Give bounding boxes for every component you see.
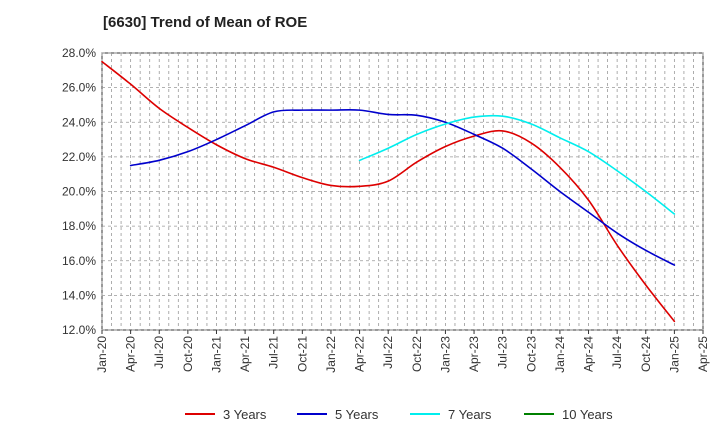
x-tick-label: Apr-24 bbox=[582, 336, 596, 372]
x-tick-label: Jul-23 bbox=[496, 336, 510, 369]
y-tick-label: 26.0% bbox=[62, 81, 96, 95]
x-tick-label: Jan-24 bbox=[553, 336, 567, 373]
x-tick-label: Oct-21 bbox=[295, 336, 309, 372]
chart-title: [6630] Trend of Mean of ROE bbox=[103, 14, 308, 31]
legend-label-5-years: 5 Years bbox=[335, 407, 379, 422]
y-tick-label: 16.0% bbox=[62, 254, 96, 268]
x-tick-label: Apr-21 bbox=[238, 336, 252, 372]
x-tick-label: Oct-20 bbox=[181, 336, 195, 372]
series-line-7-years bbox=[358, 114, 676, 215]
x-tick-label: Jan-20 bbox=[95, 336, 109, 373]
legend-label-3-years: 3 Years bbox=[223, 407, 267, 422]
x-tick-label: Apr-25 bbox=[696, 336, 710, 372]
axes: 12.0% 14.0% 16.0% 18.0% 20.0% 22.0% 24.0% 26.0%… bbox=[62, 46, 710, 373]
x-tick-label: Apr-23 bbox=[467, 336, 481, 372]
x-tick-label: Jan-23 bbox=[438, 336, 452, 373]
x-tick-label: Jan-21 bbox=[209, 336, 223, 373]
legend-label-7-years: 7 Years bbox=[448, 407, 492, 422]
series-lines bbox=[101, 60, 676, 323]
y-tick-label: 14.0% bbox=[62, 288, 96, 302]
x-tick-label: Jan-25 bbox=[667, 336, 681, 373]
x-tick-label: Apr-22 bbox=[353, 336, 367, 372]
series-line-5-years bbox=[129, 109, 676, 266]
series-line-3-years bbox=[101, 60, 676, 323]
y-tick-label: 22.0% bbox=[62, 150, 96, 164]
legend-label-10-years: 10 Years bbox=[562, 407, 613, 422]
y-tick-label: 12.0% bbox=[62, 323, 96, 337]
x-tick-label: Jul-24 bbox=[610, 336, 624, 369]
x-tick-label: Oct-22 bbox=[410, 336, 424, 372]
y-tick-label: 24.0% bbox=[62, 115, 96, 129]
x-tick-label: Oct-24 bbox=[639, 336, 653, 372]
y-tick-label: 28.0% bbox=[62, 46, 96, 60]
x-tick-label: Jan-22 bbox=[324, 336, 338, 373]
grid-lines bbox=[101, 52, 704, 331]
x-tick-label: Jul-20 bbox=[152, 336, 166, 369]
x-tick-label: Jul-22 bbox=[381, 336, 395, 369]
y-tick-label: 20.0% bbox=[62, 185, 96, 199]
x-tick-label: Jul-21 bbox=[267, 336, 281, 369]
x-tick-label: Oct-23 bbox=[524, 336, 538, 372]
y-tick-label: 18.0% bbox=[62, 219, 96, 233]
x-tick-label: Apr-20 bbox=[124, 336, 138, 372]
legend: 3 Years 5 Years 7 Years 10 Years bbox=[185, 407, 613, 422]
